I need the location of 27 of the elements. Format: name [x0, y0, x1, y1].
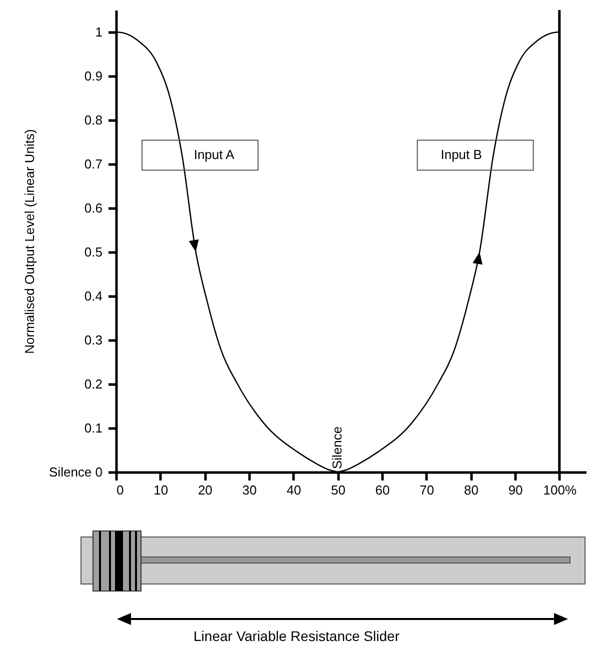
x-tick-label: 60	[375, 482, 390, 498]
y-tick-label: 0.3	[84, 332, 102, 348]
x-tick-label: 40	[286, 482, 302, 498]
x-tick-label: 10	[154, 482, 168, 498]
x-tick-label: 80	[464, 482, 478, 498]
x-tick-label: 100%	[543, 482, 577, 498]
series-label: Input B	[440, 147, 482, 162]
x-tick-label: 50	[330, 482, 346, 498]
x-tick-label: 90	[508, 482, 523, 498]
y-axis-title: Normalised Output Level (Linear Units)	[22, 129, 38, 354]
text: Linear Variable Resistance Slider	[192, 628, 400, 644]
y-tick-label: 0.8	[84, 112, 102, 128]
y-tick-label: 0.7	[84, 156, 102, 172]
y-tick-label: 0.5	[84, 244, 102, 260]
y-tick-label: 0.2	[84, 376, 102, 392]
y-tick-label: 0.4	[84, 288, 102, 304]
y-tick-label: 0.9	[84, 68, 102, 84]
y-tick-label: 1	[95, 24, 102, 40]
y-tick-label: 0.1	[84, 420, 102, 436]
x-tick-label: 70	[420, 482, 434, 498]
annotation: Silence	[330, 426, 345, 469]
y-tick-label: 0.6	[84, 200, 102, 216]
series-label: Input A	[194, 147, 235, 162]
x-tick-label: 20	[198, 482, 212, 498]
y-tick-label: Silence 0	[49, 464, 102, 480]
x-tick-label: 0	[116, 482, 124, 498]
x-tick-label: 30	[242, 482, 257, 498]
